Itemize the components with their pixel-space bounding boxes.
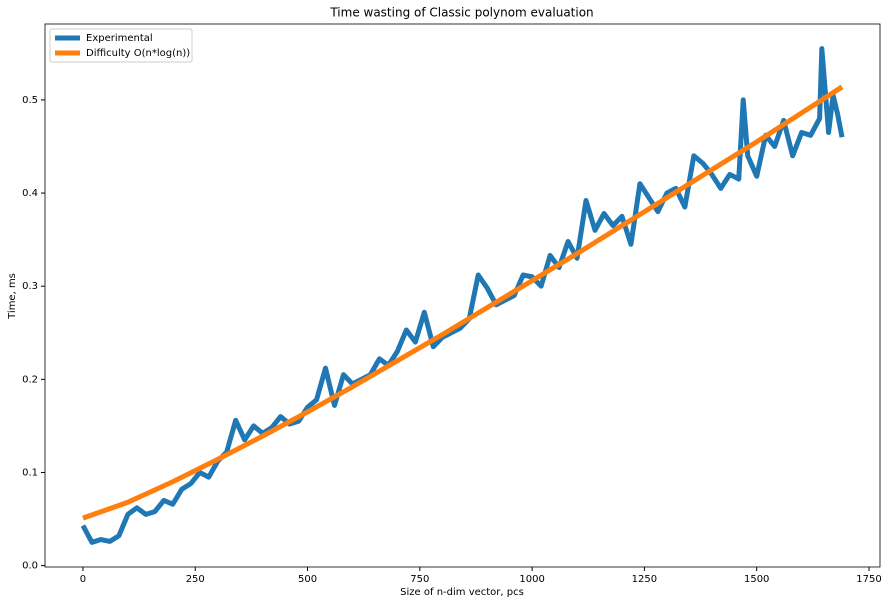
y-axis-label: Time, ms (7, 273, 18, 320)
y-tick-label: 0.1 (22, 467, 38, 478)
y-tick-label: 0.2 (22, 374, 38, 385)
plot-area (44, 23, 881, 568)
x-tick-label: 500 (298, 574, 317, 585)
y-tick-label: 0.5 (22, 95, 38, 106)
legend-box (49, 28, 193, 63)
x-axis-label: Size of n-dim vector, pcs (400, 587, 524, 598)
legend-label: Experimental (86, 33, 153, 44)
chart-title: Time wasting of Classic polynom evaluati… (329, 6, 593, 20)
y-tick-label: 0.4 (22, 188, 38, 199)
y-tick-label: 0.3 (22, 281, 38, 292)
legend-label: Difficulty O(n*log(n)) (86, 48, 190, 59)
x-tick-label: 1500 (744, 574, 769, 585)
line (82, 84, 844, 521)
x-tick-label: 250 (186, 574, 205, 585)
x-tick-label: 0 (80, 574, 86, 585)
y-tick-label: 0.0 (22, 561, 38, 572)
x-tick-label: 750 (410, 574, 429, 585)
x-tick-label: 1000 (519, 574, 544, 585)
x-tick-label: 1750 (856, 574, 881, 585)
x-tick-label: 1250 (632, 574, 657, 585)
